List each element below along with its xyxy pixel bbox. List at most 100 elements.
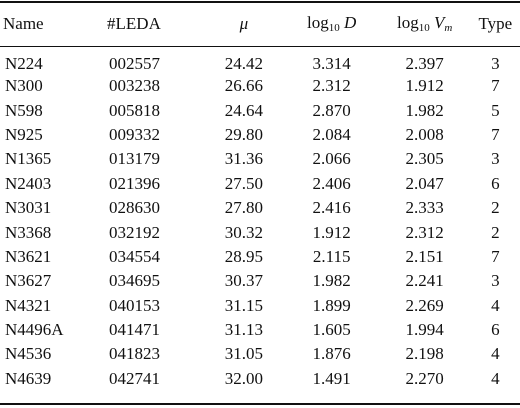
cell-log-d: 1.491 [312,368,351,388]
cell-log-d: 1.982 [312,271,351,291]
header-log-d-func: log [307,13,329,32]
table-row: N224 002557 24.42 3.314 2.397 3 [0,47,520,74]
cell-leda: 041823 [109,344,161,364]
cell-leda: 021396 [109,173,161,193]
cell-type: 7 [491,76,500,96]
cell-log-vm: 2.198 [405,344,444,364]
cell-log-vm: 1.994 [405,320,444,340]
cell-type: 7 [491,124,500,144]
table-row: N2403 021396 27.50 2.406 2.047 6 [0,172,520,196]
cell-mu: 31.13 [224,320,263,340]
table-header: Name #LEDA μ log10 D log10 Vm Type [0,0,520,47]
cell-name: N224 [5,54,43,73]
cell-leda: 040153 [109,295,161,315]
cell-type: 6 [491,173,500,193]
table-row: N4639 042741 32.00 1.491 2.270 4 [0,367,520,391]
cell-name: N3621 [5,246,52,266]
header-log-vm-func: log [396,13,419,32]
cell-type: 4 [491,344,500,364]
cell-log-d: 3.314 [312,54,351,73]
cell-log-d: 2.084 [312,124,351,144]
cell-log-vm: 2.047 [405,173,444,193]
cell-leda: 032192 [109,222,161,242]
cell-name: N4639 [5,368,52,388]
cell-log-d: 2.115 [312,246,351,266]
cell-mu: 27.80 [224,198,263,218]
cell-log-vm: 2.270 [405,368,444,388]
header-log-vm-base: 10 [418,22,430,34]
cell-log-vm: 2.241 [405,271,444,291]
cell-name: N598 [5,100,43,120]
cell-leda: 009332 [109,124,161,144]
cell-log-vm: 2.333 [405,198,444,218]
table-row: N3627 034695 30.37 1.982 2.241 3 [0,269,520,293]
cell-name: N300 [5,76,43,96]
cell-leda: 028630 [109,198,161,218]
header-rule [0,46,520,47]
table-row: N598 005818 24.64 2.870 1.982 5 [0,98,520,122]
cell-name: N925 [5,124,43,144]
header-log-vm-var: V [433,13,445,32]
cell-type: 3 [491,149,500,169]
cell-leda: 003238 [109,76,161,96]
cell-mu: 24.64 [224,100,263,120]
table-row: N300 003238 26.66 2.312 1.912 7 [0,74,520,98]
data-table: Name #LEDA μ log10 D log10 Vm Type N224 0… [0,0,520,391]
cell-mu: 29.80 [224,124,263,144]
cell-name: N4321 [5,295,52,315]
header-log-d-base: 10 [328,22,340,34]
cell-type: 3 [491,54,500,73]
cell-log-d: 2.406 [312,173,351,193]
cell-log-vm: 2.305 [405,149,444,169]
table-row: N925 009332 29.80 2.084 2.008 7 [0,123,520,147]
cell-type: 2 [491,198,500,218]
cell-mu: 32.00 [224,368,263,388]
top-rule [0,1,520,3]
cell-leda: 005818 [109,100,161,120]
cell-log-vm: 2.008 [405,124,444,144]
cell-name: N4536 [5,344,52,364]
cell-log-d: 1.912 [312,222,351,242]
header-log-vm: log10 Vm [379,0,471,47]
header-name: Name [3,13,44,33]
cell-type: 4 [491,368,500,388]
cell-mu: 31.15 [224,295,263,315]
cell-leda: 042741 [109,368,161,388]
cell-type: 7 [491,246,500,266]
cell-name: N1365 [5,149,52,169]
cell-mu: 26.66 [224,76,263,96]
cell-type: 2 [491,222,500,242]
table-row: N4536 041823 31.05 1.876 2.198 4 [0,342,520,366]
cell-mu: 28.95 [224,246,263,266]
cell-leda: 034695 [109,271,161,291]
cell-mu: 30.32 [224,222,263,242]
cell-name: N2403 [5,173,52,193]
cell-log-d: 2.870 [312,100,351,120]
cell-leda: 034554 [109,246,161,266]
cell-type: 6 [491,320,500,340]
cell-mu: 24.42 [224,54,263,73]
header-leda: #LEDA [107,13,161,33]
header-mu-symbol: μ [239,13,249,33]
table-body: N224 002557 24.42 3.314 2.397 3 N300 003238 26.6… [0,47,520,391]
cell-log-d: 2.066 [312,149,351,169]
header-log-d-var: D [344,13,357,32]
cell-leda: 041471 [109,320,161,340]
table-row: N3368 032192 30.32 1.912 2.312 2 [0,220,520,244]
cell-log-d: 1.899 [312,295,351,315]
cell-mu: 27.50 [224,173,263,193]
cell-log-d: 2.312 [312,76,351,96]
table-row: N3031 028630 27.80 2.416 2.333 2 [0,196,520,220]
header-log-d: log10 D [285,0,379,47]
cell-type: 5 [491,100,500,120]
table-row: N3621 034554 28.95 2.115 2.151 7 [0,245,520,269]
table-row: N4496A 041471 31.13 1.605 1.994 6 [0,318,520,342]
header-type: Type [478,13,513,33]
bottom-rule [0,403,520,405]
cell-type: 3 [491,271,500,291]
cell-name: N3031 [5,198,52,218]
cell-log-vm: 1.982 [405,100,444,120]
cell-log-d: 1.876 [312,344,351,364]
cell-log-vm: 2.151 [405,246,444,266]
cell-mu: 31.36 [224,149,263,169]
